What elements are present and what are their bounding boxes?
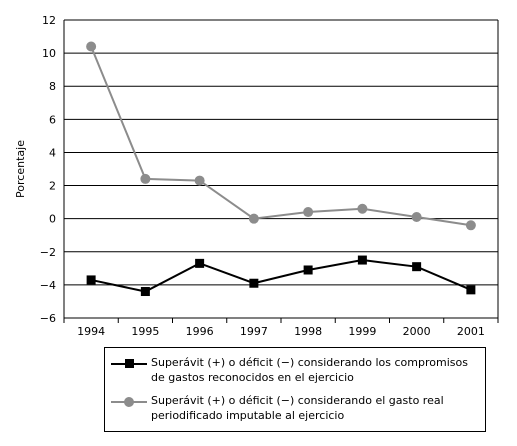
data-point-square bbox=[195, 258, 205, 268]
gridlines bbox=[64, 19, 498, 319]
data-point-square bbox=[249, 278, 259, 288]
data-point-square bbox=[303, 265, 313, 275]
x-tick-label: 1996 bbox=[186, 325, 214, 338]
legend-label-gasto-real: Superávit (+) o déficit (−) considerando… bbox=[151, 393, 444, 423]
y-tick-label: 12 bbox=[42, 14, 56, 27]
y-tick-label: 2 bbox=[49, 180, 56, 193]
series-line-1 bbox=[90, 259, 472, 293]
legend-entry-compromisos: Superávit (+) o déficit (−) considerando… bbox=[111, 355, 481, 385]
legend-label-line: de gastos reconocidos en el ejercicio bbox=[151, 371, 354, 384]
data-point-square bbox=[357, 255, 367, 265]
data-point-circle bbox=[248, 213, 259, 224]
x-tick-label: 1997 bbox=[240, 325, 268, 338]
data-point-square bbox=[466, 285, 476, 295]
data-point-circle bbox=[357, 203, 368, 214]
y-tick-label: 10 bbox=[42, 47, 56, 60]
y-tick-label: −4 bbox=[40, 279, 56, 292]
data-point-circle bbox=[86, 41, 97, 52]
legend-label-line: Superávit (+) o déficit (−) considerando… bbox=[151, 356, 468, 369]
y-tick-label: −2 bbox=[40, 246, 56, 259]
series-lines bbox=[86, 41, 476, 297]
data-point-circle bbox=[194, 175, 205, 186]
data-point-circle bbox=[140, 173, 151, 184]
x-tick-label: 1995 bbox=[131, 325, 159, 338]
data-point-circle bbox=[465, 220, 476, 231]
y-axis-label: Porcentaje bbox=[14, 140, 27, 198]
legend-entry-gasto-real: Superávit (+) o déficit (−) considerando… bbox=[111, 393, 481, 423]
legend: Superávit (+) o déficit (−) considerando… bbox=[104, 347, 486, 432]
data-point-square bbox=[140, 287, 150, 297]
x-tick-label: 2000 bbox=[403, 325, 431, 338]
legend-label-line: Superávit (+) o déficit (−) considerando… bbox=[151, 394, 444, 407]
x-tick-label: 1999 bbox=[348, 325, 376, 338]
x-tick-labels: 1994 1995 1996 1997 1998 1999 2000 2001 bbox=[77, 325, 485, 338]
series-line-2 bbox=[90, 46, 472, 227]
y-tick-label: 0 bbox=[49, 213, 56, 226]
y-tick-label: 6 bbox=[49, 113, 56, 126]
legend-swatch-circle bbox=[111, 395, 147, 409]
data-point-circle bbox=[411, 212, 422, 223]
axes bbox=[63, 20, 499, 323]
x-tick-label: 2001 bbox=[457, 325, 485, 338]
data-point-square bbox=[412, 262, 422, 272]
data-point-square bbox=[86, 275, 96, 285]
legend-swatch-square bbox=[111, 357, 147, 371]
data-point-circle bbox=[303, 207, 314, 218]
x-tick-label: 1994 bbox=[77, 325, 105, 338]
x-tick-label: 1998 bbox=[294, 325, 322, 338]
y-tick-label: 8 bbox=[49, 80, 56, 93]
legend-label-compromisos: Superávit (+) o déficit (−) considerando… bbox=[151, 355, 468, 385]
y-tick-labels: −6 −4 −2 0 2 4 6 8 10 12 bbox=[40, 14, 56, 325]
y-tick-label: −6 bbox=[40, 312, 56, 325]
legend-label-line: periodificado imputable al ejercicio bbox=[151, 409, 345, 422]
y-tick-label: 4 bbox=[49, 146, 56, 159]
